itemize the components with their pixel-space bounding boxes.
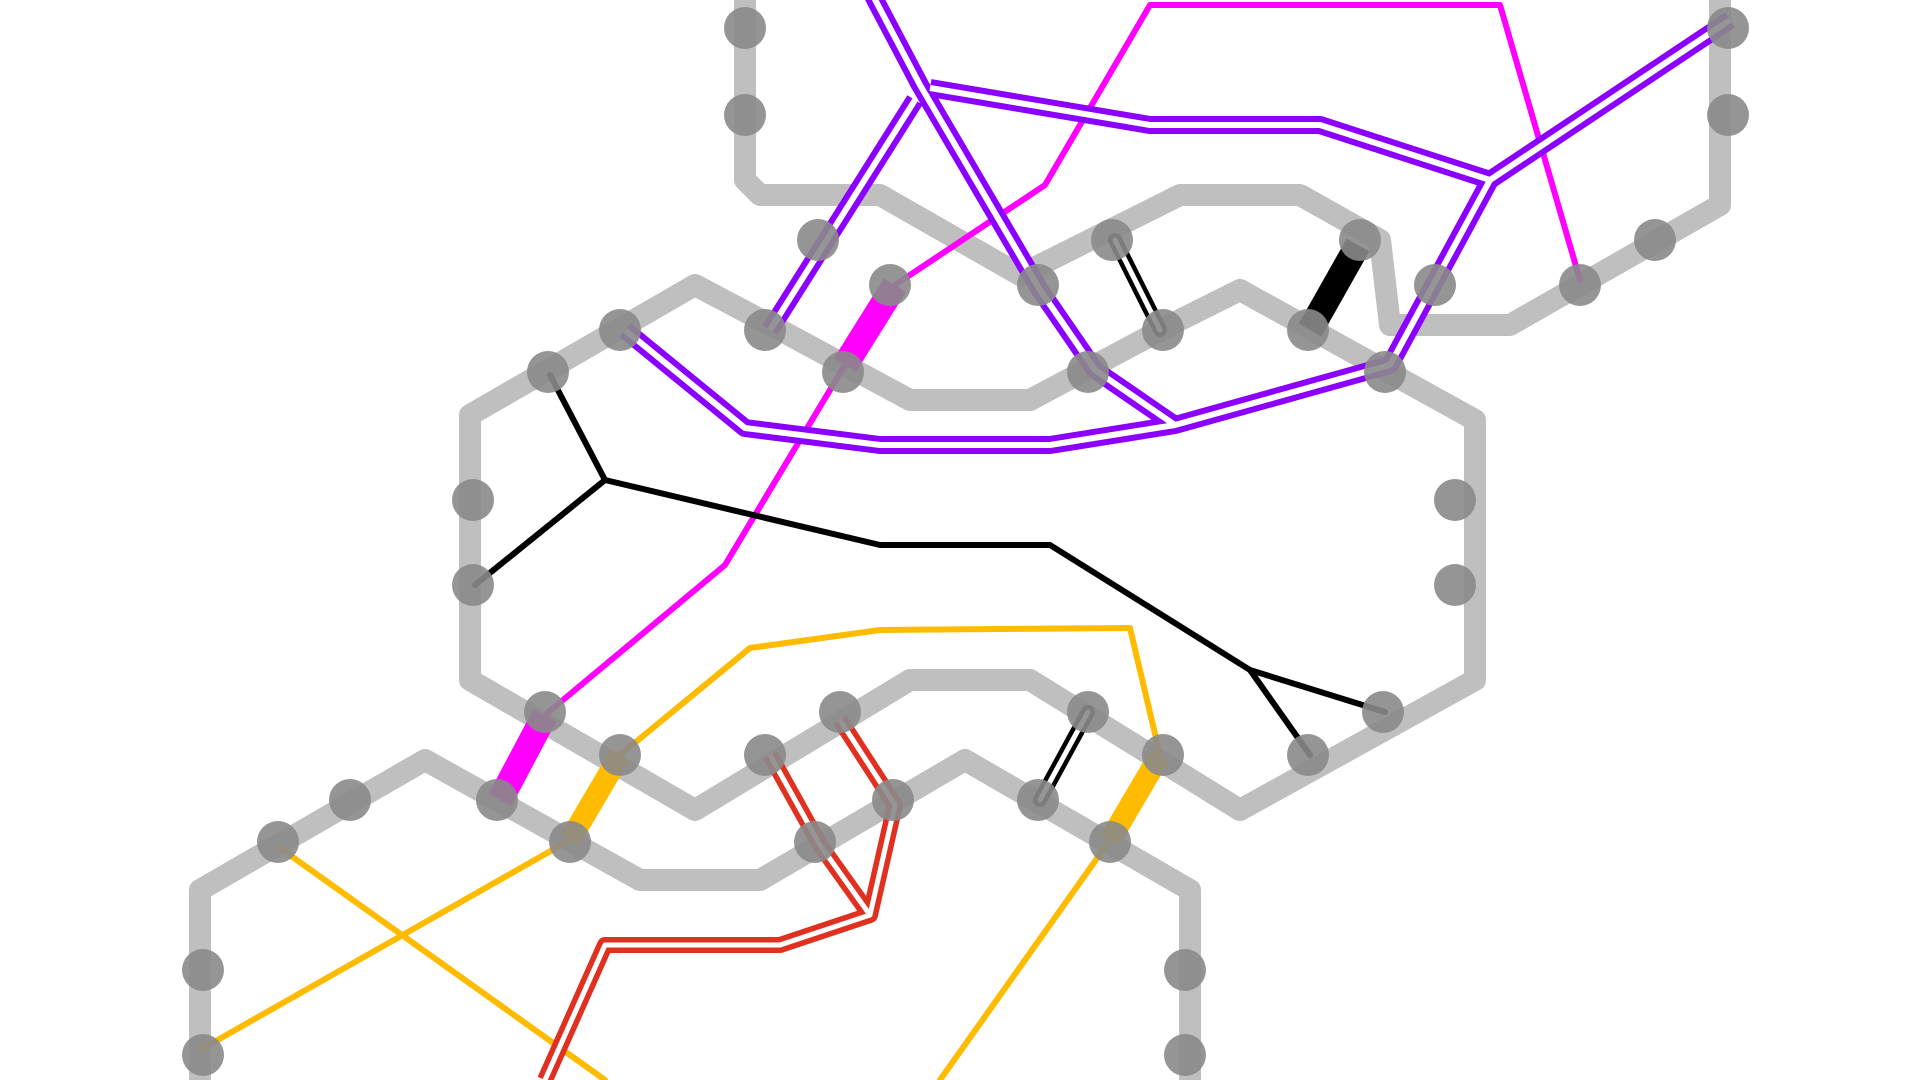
port-node[interactable] <box>1164 949 1206 991</box>
port-node[interactable] <box>599 309 641 351</box>
port-node[interactable] <box>1364 351 1406 393</box>
yellow-path-segment <box>197 837 573 1053</box>
port-node[interactable] <box>869 264 911 306</box>
port-node[interactable] <box>1434 479 1476 521</box>
yellow-path[interactable] <box>197 625 1170 1080</box>
port-node[interactable] <box>1707 94 1749 136</box>
magenta-path-segment <box>542 362 848 718</box>
port-node[interactable] <box>1287 734 1329 776</box>
port-node[interactable] <box>452 564 494 606</box>
port-node[interactable] <box>182 1034 224 1076</box>
port-node[interactable] <box>1339 219 1381 261</box>
port-node[interactable] <box>1707 7 1749 49</box>
port-node[interactable] <box>872 779 914 821</box>
port-node[interactable] <box>452 479 494 521</box>
port-node[interactable] <box>1164 1034 1206 1076</box>
port-node[interactable] <box>1017 779 1059 821</box>
purple-path-segment <box>767 98 918 332</box>
port-node[interactable] <box>1634 219 1676 261</box>
port-node[interactable] <box>1414 264 1456 306</box>
yellow-path-segment <box>937 837 1113 1080</box>
port-node[interactable] <box>1434 564 1476 606</box>
purple-path-segment <box>929 17 1732 183</box>
port-nodes <box>182 7 1749 1076</box>
magenta-path-segment <box>892 2 1153 288</box>
port-node[interactable] <box>476 779 518 821</box>
port-node[interactable] <box>1142 734 1184 776</box>
port-node[interactable] <box>524 691 566 733</box>
port-node[interactable] <box>329 779 371 821</box>
port-node[interactable] <box>1091 219 1133 261</box>
port-node[interactable] <box>797 219 839 261</box>
port-node[interactable] <box>1089 821 1131 863</box>
port-node[interactable] <box>257 821 299 863</box>
port-node[interactable] <box>724 94 766 136</box>
port-node[interactable] <box>1559 264 1601 306</box>
red-path[interactable] <box>537 715 903 1080</box>
port-node[interactable] <box>1287 309 1329 351</box>
tile-top-right[interactable] <box>734 0 1731 336</box>
port-node[interactable] <box>1142 309 1184 351</box>
purple-path[interactable] <box>619 0 1735 454</box>
red-path-segment <box>542 912 871 1080</box>
port-node[interactable] <box>182 949 224 991</box>
black-path-segment <box>602 477 1388 715</box>
port-node[interactable] <box>1067 691 1109 733</box>
port-node[interactable] <box>794 821 836 863</box>
port-node[interactable] <box>819 691 861 733</box>
port-node[interactable] <box>1067 351 1109 393</box>
yellow-path-segment <box>277 845 608 1080</box>
port-node[interactable] <box>744 734 786 776</box>
yellow-path-segment <box>617 625 1163 758</box>
magenta-path-segment <box>1147 2 1583 283</box>
port-node[interactable] <box>527 351 569 393</box>
port-node[interactable] <box>822 351 864 393</box>
port-node[interactable] <box>744 309 786 351</box>
port-node[interactable] <box>1362 691 1404 733</box>
port-node[interactable] <box>599 734 641 776</box>
port-node[interactable] <box>549 821 591 863</box>
port-node[interactable] <box>1017 264 1059 306</box>
port-node[interactable] <box>724 7 766 49</box>
